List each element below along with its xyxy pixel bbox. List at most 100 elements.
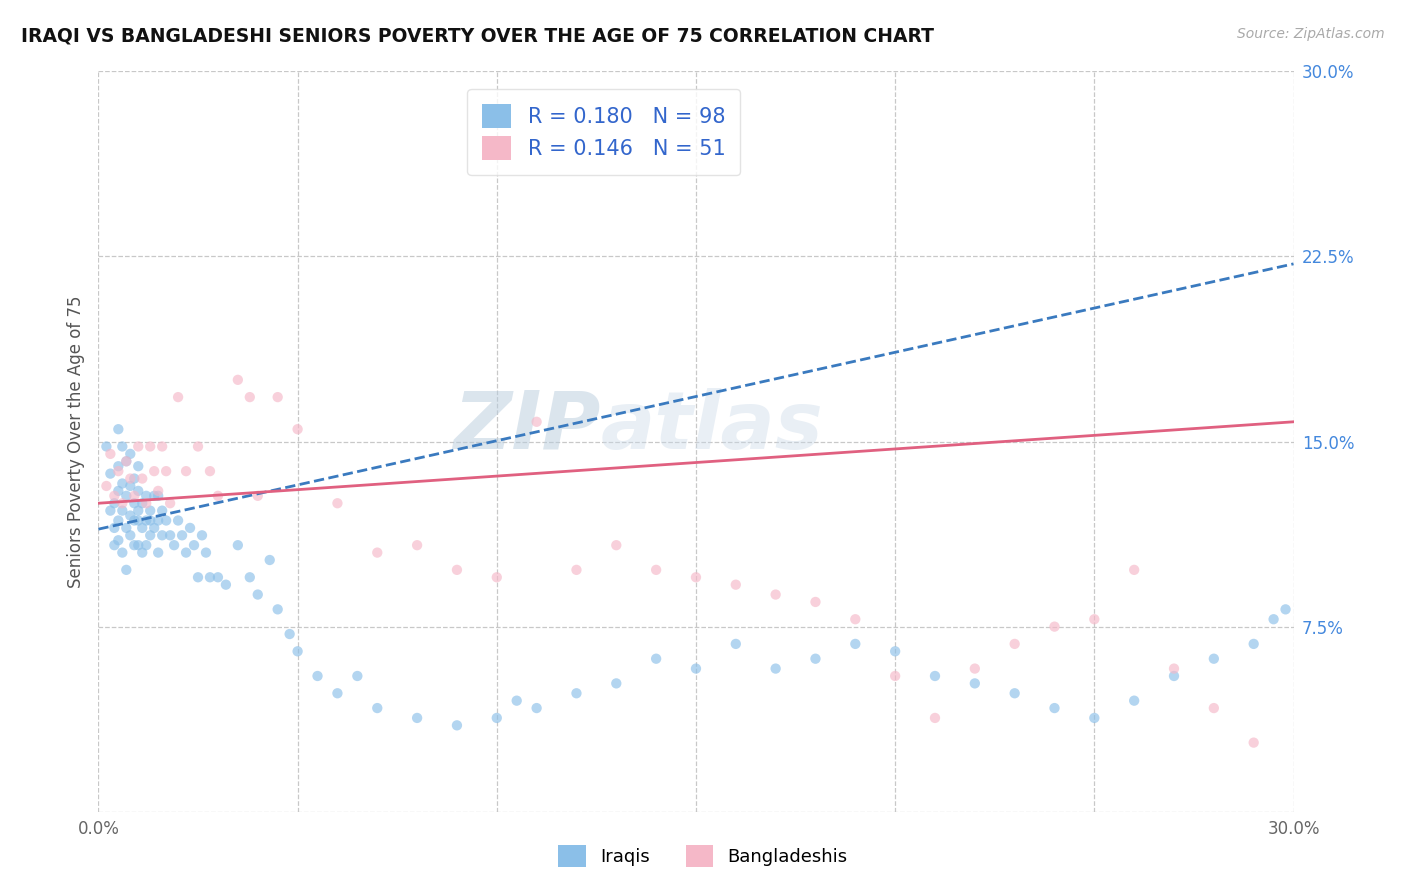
Point — [246, 588, 269, 602]
Point — [124, 471, 146, 485]
Point — [765, 662, 787, 676]
Point — [159, 528, 181, 542]
Point — [326, 686, 349, 700]
Point — [179, 521, 201, 535]
Legend: Iraqis, Bangladeshis: Iraqis, Bangladeshis — [551, 838, 855, 874]
Point — [207, 570, 229, 584]
Point — [1163, 669, 1185, 683]
Point — [278, 627, 301, 641]
Point — [226, 373, 249, 387]
Point — [1083, 711, 1105, 725]
Point — [1043, 701, 1066, 715]
Point — [98, 447, 122, 461]
Point — [148, 483, 170, 498]
Point — [131, 471, 153, 485]
Point — [187, 440, 209, 454]
Point — [1202, 701, 1225, 715]
Point — [605, 538, 627, 552]
Point — [155, 464, 177, 478]
Point — [103, 521, 125, 535]
Point — [107, 459, 129, 474]
Point — [1243, 637, 1265, 651]
Point — [195, 546, 218, 560]
Point — [107, 483, 129, 498]
Point — [804, 595, 827, 609]
Point — [366, 701, 388, 715]
Point — [198, 570, 221, 584]
Point — [406, 711, 429, 725]
Point — [804, 651, 827, 665]
Point — [167, 390, 190, 404]
Point — [143, 464, 166, 478]
Point — [135, 538, 157, 552]
Point — [111, 496, 134, 510]
Point — [226, 538, 249, 552]
Point — [127, 459, 149, 474]
Point — [1163, 662, 1185, 676]
Point — [135, 496, 157, 510]
Point — [645, 651, 668, 665]
Point — [131, 546, 153, 560]
Point — [844, 637, 866, 651]
Point — [1263, 612, 1285, 626]
Point — [485, 711, 508, 725]
Point — [406, 538, 429, 552]
Point — [446, 563, 468, 577]
Point — [163, 538, 186, 552]
Point — [120, 528, 142, 542]
Point — [246, 489, 269, 503]
Point — [1004, 637, 1026, 651]
Point — [884, 644, 907, 658]
Point — [150, 503, 173, 517]
Point — [924, 711, 946, 725]
Point — [103, 496, 125, 510]
Point — [239, 570, 262, 584]
Point — [963, 676, 986, 690]
Point — [183, 538, 205, 552]
Text: atlas: atlas — [600, 388, 823, 466]
Point — [1004, 686, 1026, 700]
Point — [107, 464, 129, 478]
Point — [135, 514, 157, 528]
Point — [131, 521, 153, 535]
Point — [135, 489, 157, 503]
Point — [107, 422, 129, 436]
Point — [198, 464, 221, 478]
Point — [127, 483, 149, 498]
Point — [111, 476, 134, 491]
Point — [115, 454, 138, 468]
Point — [124, 514, 146, 528]
Point — [115, 489, 138, 503]
Point — [267, 602, 290, 616]
Text: ZIP: ZIP — [453, 388, 600, 466]
Point — [96, 440, 118, 454]
Point — [526, 701, 548, 715]
Point — [207, 489, 229, 503]
Point — [124, 489, 146, 503]
Point — [148, 489, 170, 503]
Point — [765, 588, 787, 602]
Point — [485, 570, 508, 584]
Point — [174, 546, 197, 560]
Point — [565, 686, 588, 700]
Point — [1243, 736, 1265, 750]
Point — [1123, 694, 1146, 708]
Point — [124, 538, 146, 552]
Point — [685, 570, 707, 584]
Point — [191, 528, 214, 542]
Point — [96, 479, 118, 493]
Point — [103, 538, 125, 552]
Point — [326, 496, 349, 510]
Point — [287, 422, 309, 436]
Point — [267, 390, 290, 404]
Point — [724, 637, 747, 651]
Text: Source: ZipAtlas.com: Source: ZipAtlas.com — [1237, 27, 1385, 41]
Point — [287, 644, 309, 658]
Y-axis label: Seniors Poverty Over the Age of 75: Seniors Poverty Over the Age of 75 — [66, 295, 84, 588]
Point — [884, 669, 907, 683]
Point — [239, 390, 262, 404]
Point — [111, 440, 134, 454]
Point — [159, 496, 181, 510]
Point — [155, 514, 177, 528]
Point — [127, 538, 149, 552]
